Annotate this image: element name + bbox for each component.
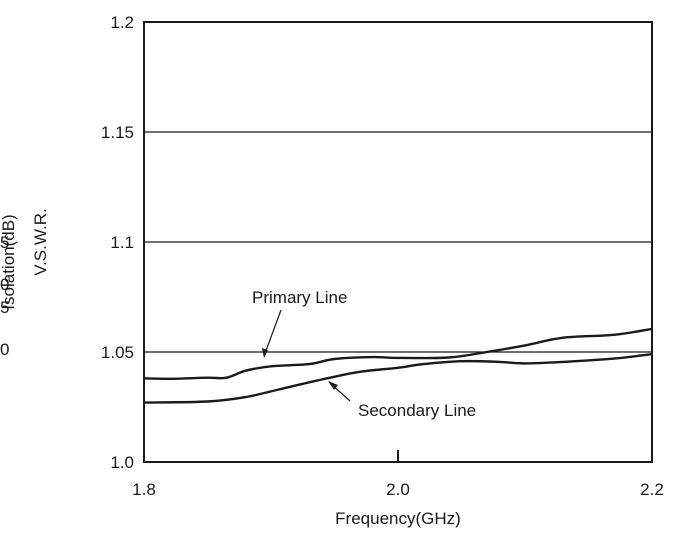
secondary-tick-label: 5 — [0, 233, 9, 252]
secondary-line-series — [143, 353, 653, 404]
annotations: Primary Line Secondary Line — [252, 288, 476, 420]
secondary-line-arrowhead — [328, 381, 338, 390]
secondary-axis-labels: Isolation(dB) V.S.W.R. 5 0 5 0 — [0, 208, 50, 359]
primary-line-arrowhead — [262, 348, 268, 358]
secondary-tick-label: 5 — [0, 298, 9, 317]
y-tick-label: 1.1 — [110, 233, 134, 252]
x-tick-label: 2.0 — [386, 480, 410, 499]
y-tick-label: 1.0 — [110, 453, 134, 472]
x-tick-label: 1.8 — [132, 480, 156, 499]
y-tick-label: 1.15 — [101, 123, 134, 142]
y-tick-label: 1.05 — [101, 343, 134, 362]
primary-line-series — [143, 327, 653, 381]
primary-line-annotation: Primary Line — [252, 288, 347, 307]
secondary-line-annotation: Secondary Line — [358, 401, 476, 420]
x-axis-title: Frequency(GHz) — [335, 509, 461, 528]
primary-line-arrow — [263, 309, 282, 357]
x-tick-label: 2.2 — [640, 480, 664, 499]
secondary-tick-label: 0 — [0, 275, 9, 294]
secondary-tick-label: 0 — [0, 340, 9, 359]
y-tick-label: 1.2 — [110, 13, 134, 32]
secondary-y-axis-title: Isolation(dB) — [0, 214, 18, 309]
y-axis-title: V.S.W.R. — [31, 208, 50, 275]
